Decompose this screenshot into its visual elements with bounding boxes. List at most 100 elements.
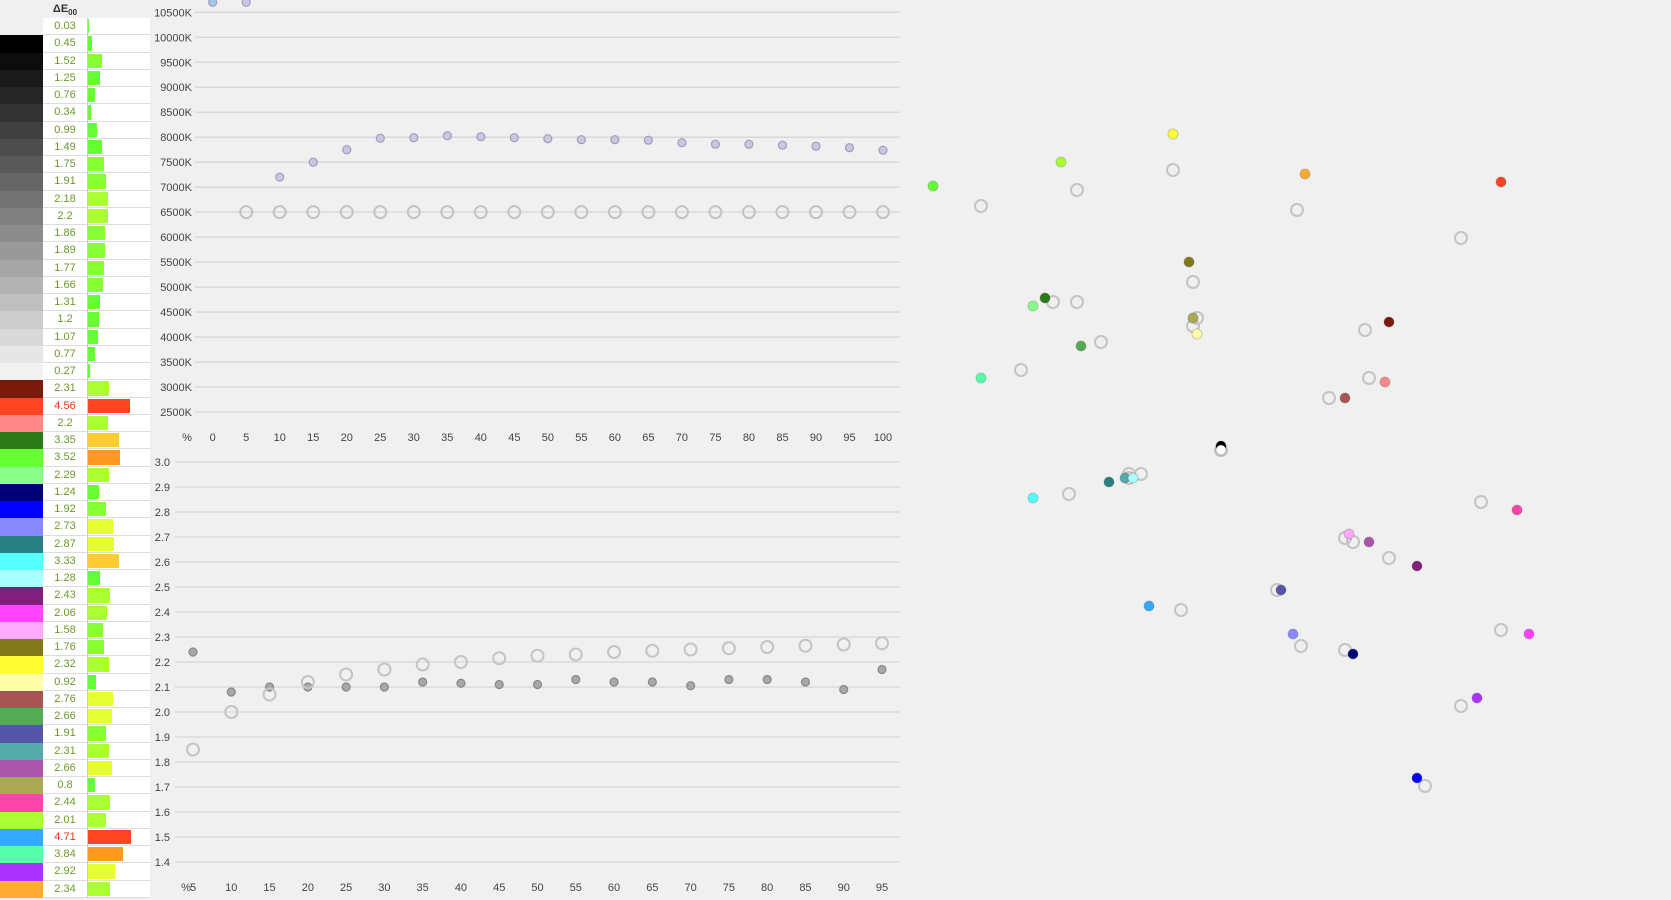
x-tick-label: 45	[493, 882, 505, 894]
measured-point	[418, 677, 428, 687]
measured-point	[1495, 176, 1507, 188]
measured-point	[1343, 528, 1355, 540]
delta-e-bar-cell	[87, 311, 150, 329]
delta-e-value: 2.76	[43, 690, 87, 708]
measured-point	[571, 674, 581, 685]
y-tick-label: 1.8	[155, 757, 170, 769]
x-tick-label: 0	[210, 432, 216, 444]
target-point	[607, 205, 622, 220]
x-tick-label: 60	[609, 432, 621, 444]
delta-e-header: ΔE00	[52, 3, 78, 18]
delta-e-value: 1.2	[43, 311, 87, 329]
x-tick-label: 80	[761, 882, 773, 894]
delta-e-bar	[88, 277, 104, 292]
color-swatch	[0, 242, 43, 260]
delta-e-value: 2.87	[43, 535, 87, 553]
measured-point	[1075, 340, 1087, 352]
y-tick-label: 7000K	[160, 182, 192, 194]
table-row: 1.52	[0, 52, 150, 70]
delta-e-value: 0.34	[43, 104, 87, 122]
target-point	[377, 662, 392, 677]
color-swatch	[0, 552, 43, 570]
measured-point	[1339, 392, 1351, 404]
delta-e-bar	[88, 381, 110, 396]
delta-e-bar	[88, 864, 115, 879]
target-point	[507, 205, 522, 220]
table-row: 1.31	[0, 294, 150, 312]
x-tick-label: 25	[340, 882, 352, 894]
measured-point	[839, 684, 849, 695]
measured-point	[1287, 628, 1299, 640]
measured-point	[494, 679, 504, 690]
color-swatch	[0, 173, 43, 191]
color-swatch	[0, 759, 43, 777]
table-row: 2.66	[0, 759, 150, 777]
delta-e-bar-cell	[87, 69, 150, 87]
y-tick-label: 1.7	[155, 782, 170, 794]
delta-e-bar	[88, 295, 101, 310]
target-point	[1358, 323, 1372, 337]
measured-point	[1055, 156, 1067, 168]
delta-e-bar-cell	[87, 432, 150, 450]
x-tick-label: 95	[876, 882, 888, 894]
delta-e-bar-cell	[87, 759, 150, 777]
target-point	[875, 636, 889, 651]
table-row: 2.06	[0, 604, 150, 622]
measured-point	[609, 677, 619, 687]
delta-e-bar-cell	[87, 121, 150, 139]
measured-point	[1127, 472, 1139, 484]
delta-e-bar	[88, 312, 100, 327]
table-row: 3.35	[0, 432, 150, 450]
measured-point	[975, 372, 987, 384]
measured-point	[800, 677, 811, 687]
delta-e-bar	[88, 605, 107, 620]
target-point	[1494, 623, 1508, 637]
color-swatch	[0, 328, 43, 346]
measured-point	[1299, 168, 1311, 180]
y-tick-label: 2.4	[155, 607, 170, 619]
y-tick-label: 8500K	[160, 107, 192, 119]
delta-e-bar	[88, 778, 96, 793]
measured-point	[241, 0, 251, 7]
x-axis-label: %	[182, 432, 192, 444]
target-point	[530, 648, 545, 663]
color-swatch	[0, 87, 43, 105]
y-tick-label: 6500K	[160, 207, 192, 219]
target-point	[339, 205, 354, 220]
delta-e-bar	[88, 415, 109, 430]
color-swatch	[0, 673, 43, 691]
y-tick-label: 7500K	[160, 157, 192, 169]
measured-point	[1511, 504, 1523, 516]
measured-point	[275, 172, 285, 182]
target-point	[1382, 551, 1396, 565]
delta-e-bar-cell	[87, 518, 150, 536]
measured-point	[375, 133, 385, 143]
delta-e-bar	[88, 53, 102, 68]
measured-point	[643, 135, 653, 145]
x-tick-label: 5	[243, 432, 249, 444]
target-point	[568, 647, 583, 662]
delta-e-bar-cell	[87, 811, 150, 829]
table-row: 0.76	[0, 87, 150, 105]
delta-e-value: 2.34	[43, 880, 87, 898]
x-tick-label: 80	[743, 432, 755, 444]
delta-e-value: 0.77	[43, 345, 87, 363]
delta-e-bar	[88, 364, 91, 379]
table-row: 0.34	[0, 104, 150, 122]
x-tick-label: 25	[374, 432, 386, 444]
measured-point	[409, 133, 419, 143]
delta-e-bar-cell	[87, 587, 150, 605]
delta-e-bar-cell	[87, 501, 150, 519]
delta-e-value: 1.58	[43, 621, 87, 639]
color-swatch	[0, 863, 43, 881]
delta-e-value: 1.28	[43, 570, 87, 588]
delta-e-value: 2.43	[43, 587, 87, 605]
delta-e-bar-cell	[87, 294, 150, 312]
delta-e-bar	[88, 484, 100, 499]
x-tick-label: 40	[475, 432, 487, 444]
table-row: 2.29	[0, 466, 150, 484]
y-tick-label: 1.4	[155, 857, 170, 869]
measured-point	[188, 647, 198, 657]
table-row: 1.28	[0, 570, 150, 588]
